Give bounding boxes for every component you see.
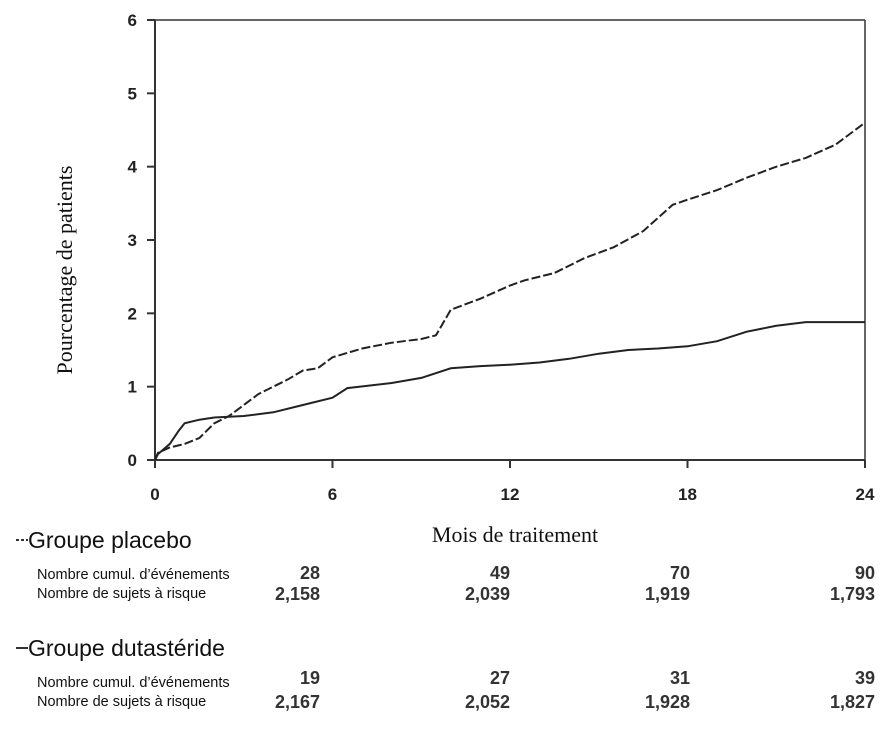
risk-value: 70 [670,563,690,583]
y-tick-label: 6 [128,11,137,30]
risk-value: 90 [855,563,875,583]
risk-value: 28 [300,563,320,583]
risk-value: 1,919 [645,584,690,604]
risk-row-label: Nombre cumul. d’événements [37,675,230,691]
x-tick-label: 18 [678,485,697,504]
risk-row-label: Nombre de sujets à risque [37,586,206,602]
series-group [154,121,866,461]
placebo-series-line [154,121,866,461]
risk-value: 1,928 [645,692,690,712]
y-tick-label: 4 [128,158,138,177]
group-name: Groupe dutastéride [28,635,225,661]
risk-table: Groupe placebo Nombre cumul. d’événements… [16,527,875,712]
risk-value: 2,158 [275,584,320,604]
y-tick-label: 1 [128,378,137,397]
risk-value: 2,052 [465,692,510,712]
risk-value: 19 [300,668,320,688]
y-tick-label: 3 [128,231,137,250]
y-axis-label: Pourcentage de patients [52,166,77,375]
risk-value: 39 [855,668,875,688]
dutasteride-series-line [154,321,865,461]
group-name: Groupe placebo [28,527,192,553]
risk-value: 1,793 [830,584,875,604]
risk-value: 49 [490,563,510,583]
x-ticks: 0 6 12 18 24 [150,460,875,504]
risk-value: 1,827 [830,692,875,712]
y-tick-label: 5 [128,84,137,103]
risk-value: 2,039 [465,584,510,604]
y-ticks: 0 1 2 3 4 5 6 [128,11,155,470]
x-tick-label: 24 [856,485,875,504]
risk-value: 27 [490,668,510,688]
x-tick-label: 12 [501,485,520,504]
x-axis-label: Mois de traitement [432,522,598,547]
risk-value: 31 [670,668,690,688]
risk-value: 2,167 [275,692,320,712]
y-tick-label: 2 [128,304,137,323]
y-tick-label: 0 [128,451,137,470]
x-tick-label: 0 [150,485,159,504]
risk-row-label: Nombre de sujets à risque [37,694,206,710]
risk-row-label: Nombre cumul. d’événements [37,567,230,583]
x-tick-label: 6 [328,485,337,504]
